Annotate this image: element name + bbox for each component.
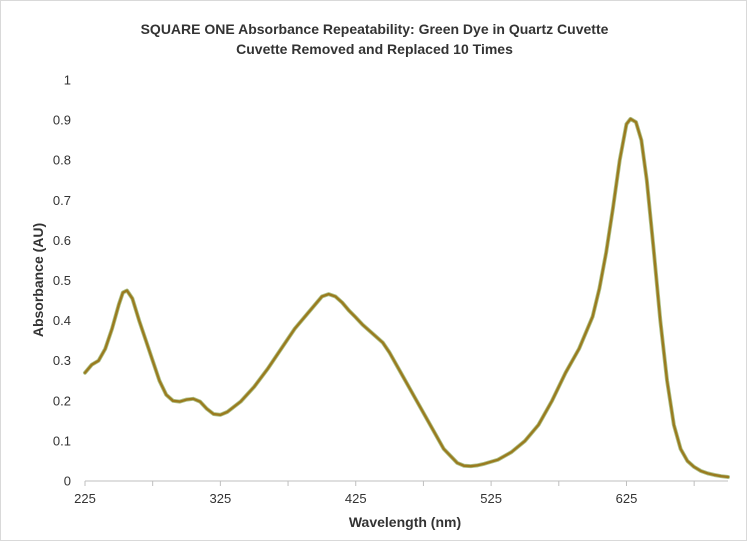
x-tick-label: 525: [480, 491, 502, 506]
y-tick-label: 0.7: [53, 193, 71, 208]
series-line-shadow: [83, 116, 730, 479]
x-tick-label: 425: [345, 491, 367, 506]
x-tick-label: 325: [210, 491, 232, 506]
axes: [84, 480, 728, 486]
y-tick-label: 0.3: [53, 353, 71, 368]
y-tick-label: 1: [64, 73, 71, 88]
y-tick-label: 0.8: [53, 153, 71, 168]
tick-labels: 225 325 425 525 625 0 0.1 0.2 0.3 0.4 0.5 0.6 0.7 0.8…: [53, 73, 637, 507]
y-tick-label: 0: [64, 474, 71, 489]
y-tick-label: 0.5: [53, 273, 71, 288]
y-tick-label: 0.6: [53, 233, 71, 248]
y-tick-label: 0.2: [53, 393, 71, 408]
x-tick-label: 625: [616, 491, 638, 506]
y-tick-label: 0.9: [53, 113, 71, 128]
x-axis-title: Wavelength (nm): [349, 514, 461, 530]
x-tick-label: 225: [74, 491, 96, 506]
y-tick-label: 0.4: [53, 313, 71, 328]
series-layer: [83, 116, 730, 479]
y-tick-label: 0.1: [53, 433, 71, 448]
chart-subtitle: Cuvette Removed and Replaced 10 Times: [236, 41, 513, 57]
series-line: [83, 117, 730, 479]
chart-title: SQUARE ONE Absorbance Repeatability: Gre…: [140, 21, 609, 37]
y-axis-title: Absorbance (AU): [30, 223, 46, 337]
